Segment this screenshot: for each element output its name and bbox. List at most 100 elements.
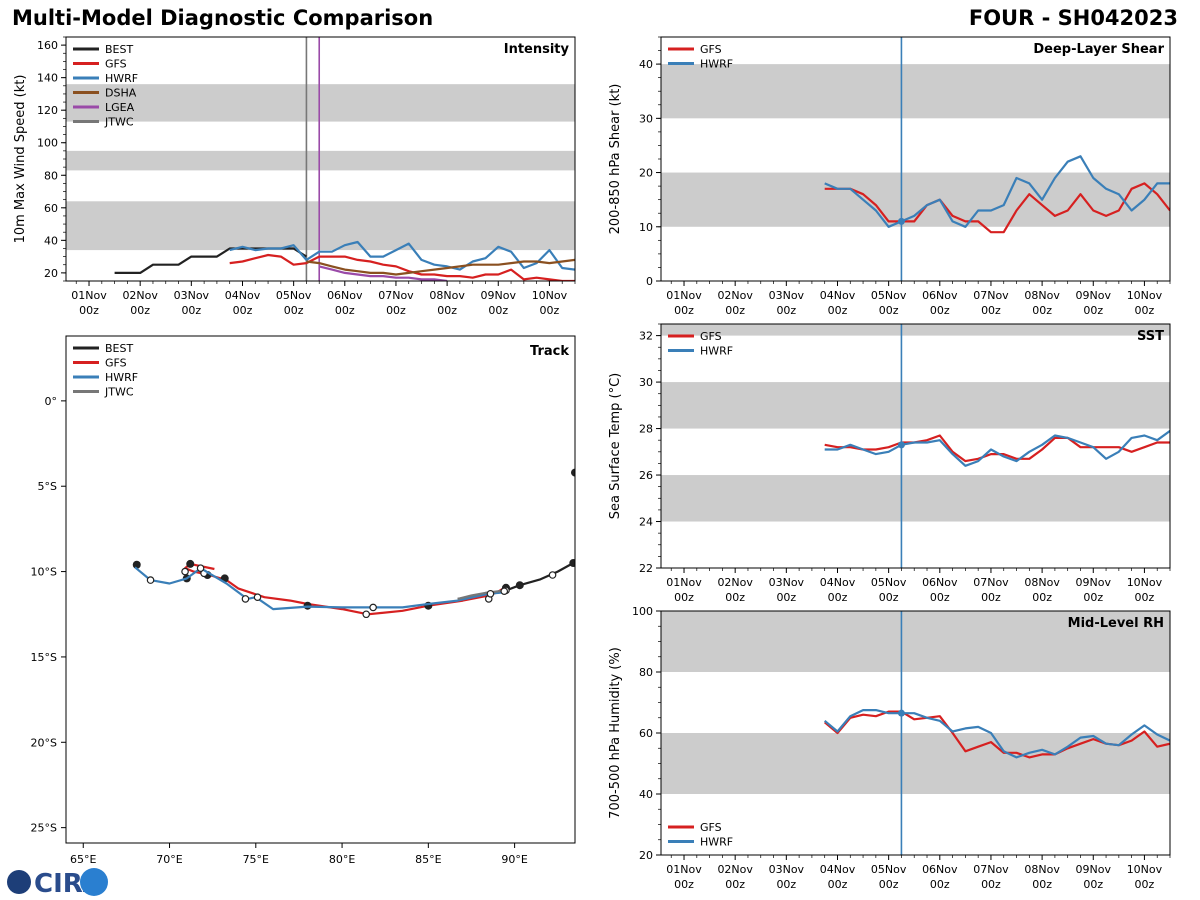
x-tick-label: 10Nov 00z: [1127, 289, 1163, 317]
x-tick-day: 06Nov: [922, 576, 958, 589]
threshold-band: [661, 382, 1170, 429]
x-tick-label: 02Nov 00z: [717, 576, 753, 604]
x-tick-day: 06Nov: [327, 289, 363, 302]
x-tick-hour: 00z: [879, 591, 899, 604]
panel-title: Intensity: [504, 42, 570, 57]
track-point-filled: [571, 468, 575, 477]
init-marker: [897, 441, 905, 449]
x-tick-day: 07Nov: [378, 289, 414, 302]
x-tick-hour: 00z: [233, 304, 253, 317]
x-tick-label: 10Nov 00z: [1127, 576, 1163, 604]
x-tick-label: 04Nov 00z: [820, 289, 856, 317]
y-tick-label: 160: [37, 39, 58, 52]
x-tick-hour: 00z: [1032, 304, 1052, 317]
x-tick-label: 08Nov 00z: [429, 289, 465, 317]
x-tick-label: 09Nov 00z: [481, 289, 517, 317]
x-tick-hour: 00z: [284, 304, 304, 317]
x-tick-day: 02Nov: [717, 289, 753, 302]
x-tick-label: 05Nov 00z: [276, 289, 312, 317]
x-tick-hour: 00z: [828, 304, 848, 317]
x-tick-hour: 00z: [1083, 878, 1103, 891]
threshold-band: [661, 324, 1170, 336]
x-tick-label: 06Nov 00z: [922, 289, 958, 317]
x-tick-label: 03Nov 00z: [769, 289, 805, 317]
x-tick-hour: 00z: [674, 878, 694, 891]
plot-area-rh: [661, 611, 1170, 855]
y-tick-label: 28: [639, 423, 653, 436]
x-tick-hour: 00z: [674, 304, 694, 317]
x-tick-day: 04Nov: [820, 289, 856, 302]
y-axis-label: Sea Surface Temp (°C): [608, 373, 623, 520]
x-tick-label: 06Nov 00z: [922, 863, 958, 891]
y-tick-label: 10: [639, 221, 653, 234]
x-tick-day: 02Nov: [122, 289, 158, 302]
plot-area-intensity: [66, 37, 575, 281]
track-point-open: [369, 603, 377, 612]
x-tick-hour: 00z: [1135, 878, 1155, 891]
x-tick-hour: 00z: [879, 304, 899, 317]
x-tick-day: 08Nov: [1024, 863, 1060, 876]
x-tick-label: 03Nov 00z: [769, 863, 805, 891]
x-tick-label: 08Nov 00z: [1024, 576, 1060, 604]
y-tick-label: 80: [44, 169, 58, 182]
y-tick-label: 60: [44, 202, 58, 215]
x-tick-hour: 00z: [776, 304, 796, 317]
y-tick-label: 25°S: [31, 822, 57, 835]
x-tick-label: 01Nov 00z: [666, 289, 702, 317]
legend-label: GFS: [700, 821, 722, 834]
x-tick-day: 08Nov: [1024, 289, 1060, 302]
legend-label: GFS: [105, 357, 127, 370]
x-tick-hour: 00z: [1032, 878, 1052, 891]
y-axis-label: 700-500 hPa Humidity (%): [608, 647, 623, 819]
x-tick-hour: 00z: [181, 304, 201, 317]
legend-label: HWRF: [700, 58, 733, 71]
x-tick-label: 03Nov 00z: [769, 576, 805, 604]
logo-globe-icon: [7, 870, 31, 894]
legend-label: JTWC: [104, 386, 134, 399]
x-tick-hour: 00z: [488, 304, 508, 317]
track-line-gfs: [184, 562, 507, 616]
x-tick-label: 03Nov 00z: [174, 289, 210, 317]
track-point-open: [548, 571, 557, 579]
x-tick-hour: 00z: [437, 304, 457, 317]
x-tick-hour: 00z: [1083, 304, 1103, 317]
x-tick-label: 09Nov 00z: [1076, 576, 1112, 604]
x-tick-day: 05Nov: [871, 289, 907, 302]
init-marker: [897, 709, 905, 717]
threshold-band: [66, 150, 575, 171]
x-tick-label: 75°E: [243, 853, 269, 866]
x-tick-hour: 00z: [1032, 591, 1052, 604]
x-tick-hour: 00z: [1135, 304, 1155, 317]
series-line-hwrf: [229, 240, 575, 271]
x-tick-label: 08Nov 00z: [1024, 863, 1060, 891]
x-tick-day: 10Nov: [1127, 289, 1163, 302]
x-tick-hour: 00z: [828, 878, 848, 891]
x-tick-hour: 00z: [981, 304, 1001, 317]
x-tick-hour: 00z: [130, 304, 150, 317]
x-tick-hour: 00z: [674, 591, 694, 604]
x-tick-day: 07Nov: [973, 289, 1009, 302]
x-tick-label: 07Nov 00z: [378, 289, 414, 317]
track-point-open: [253, 593, 262, 601]
series-line-best: [114, 247, 307, 274]
x-tick-label: 65°E: [70, 853, 96, 866]
x-tick-hour: 00z: [879, 878, 899, 891]
x-tick-label: 08Nov 00z: [1024, 289, 1060, 317]
y-tick-label: 100: [37, 137, 58, 150]
y-tick-label: 22: [639, 562, 653, 575]
init-marker: [897, 217, 905, 225]
threshold-band: [661, 475, 1170, 522]
x-tick-day: 07Nov: [973, 863, 1009, 876]
x-tick-label: 01Nov 00z: [666, 576, 702, 604]
x-tick-day: 04Nov: [225, 289, 261, 302]
x-tick-label: 05Nov 00z: [871, 863, 907, 891]
series-line-gfs: [824, 434, 1170, 463]
x-tick-hour: 00z: [725, 591, 745, 604]
x-tick-label: 10Nov 00z: [532, 289, 568, 317]
track-point-open: [241, 595, 250, 603]
series-line-lgea: [318, 265, 448, 281]
plot-area-shear: [661, 37, 1170, 281]
track-point-open: [500, 587, 509, 596]
x-tick-hour: 00z: [981, 591, 1001, 604]
legend-label: DSHA: [105, 87, 137, 100]
